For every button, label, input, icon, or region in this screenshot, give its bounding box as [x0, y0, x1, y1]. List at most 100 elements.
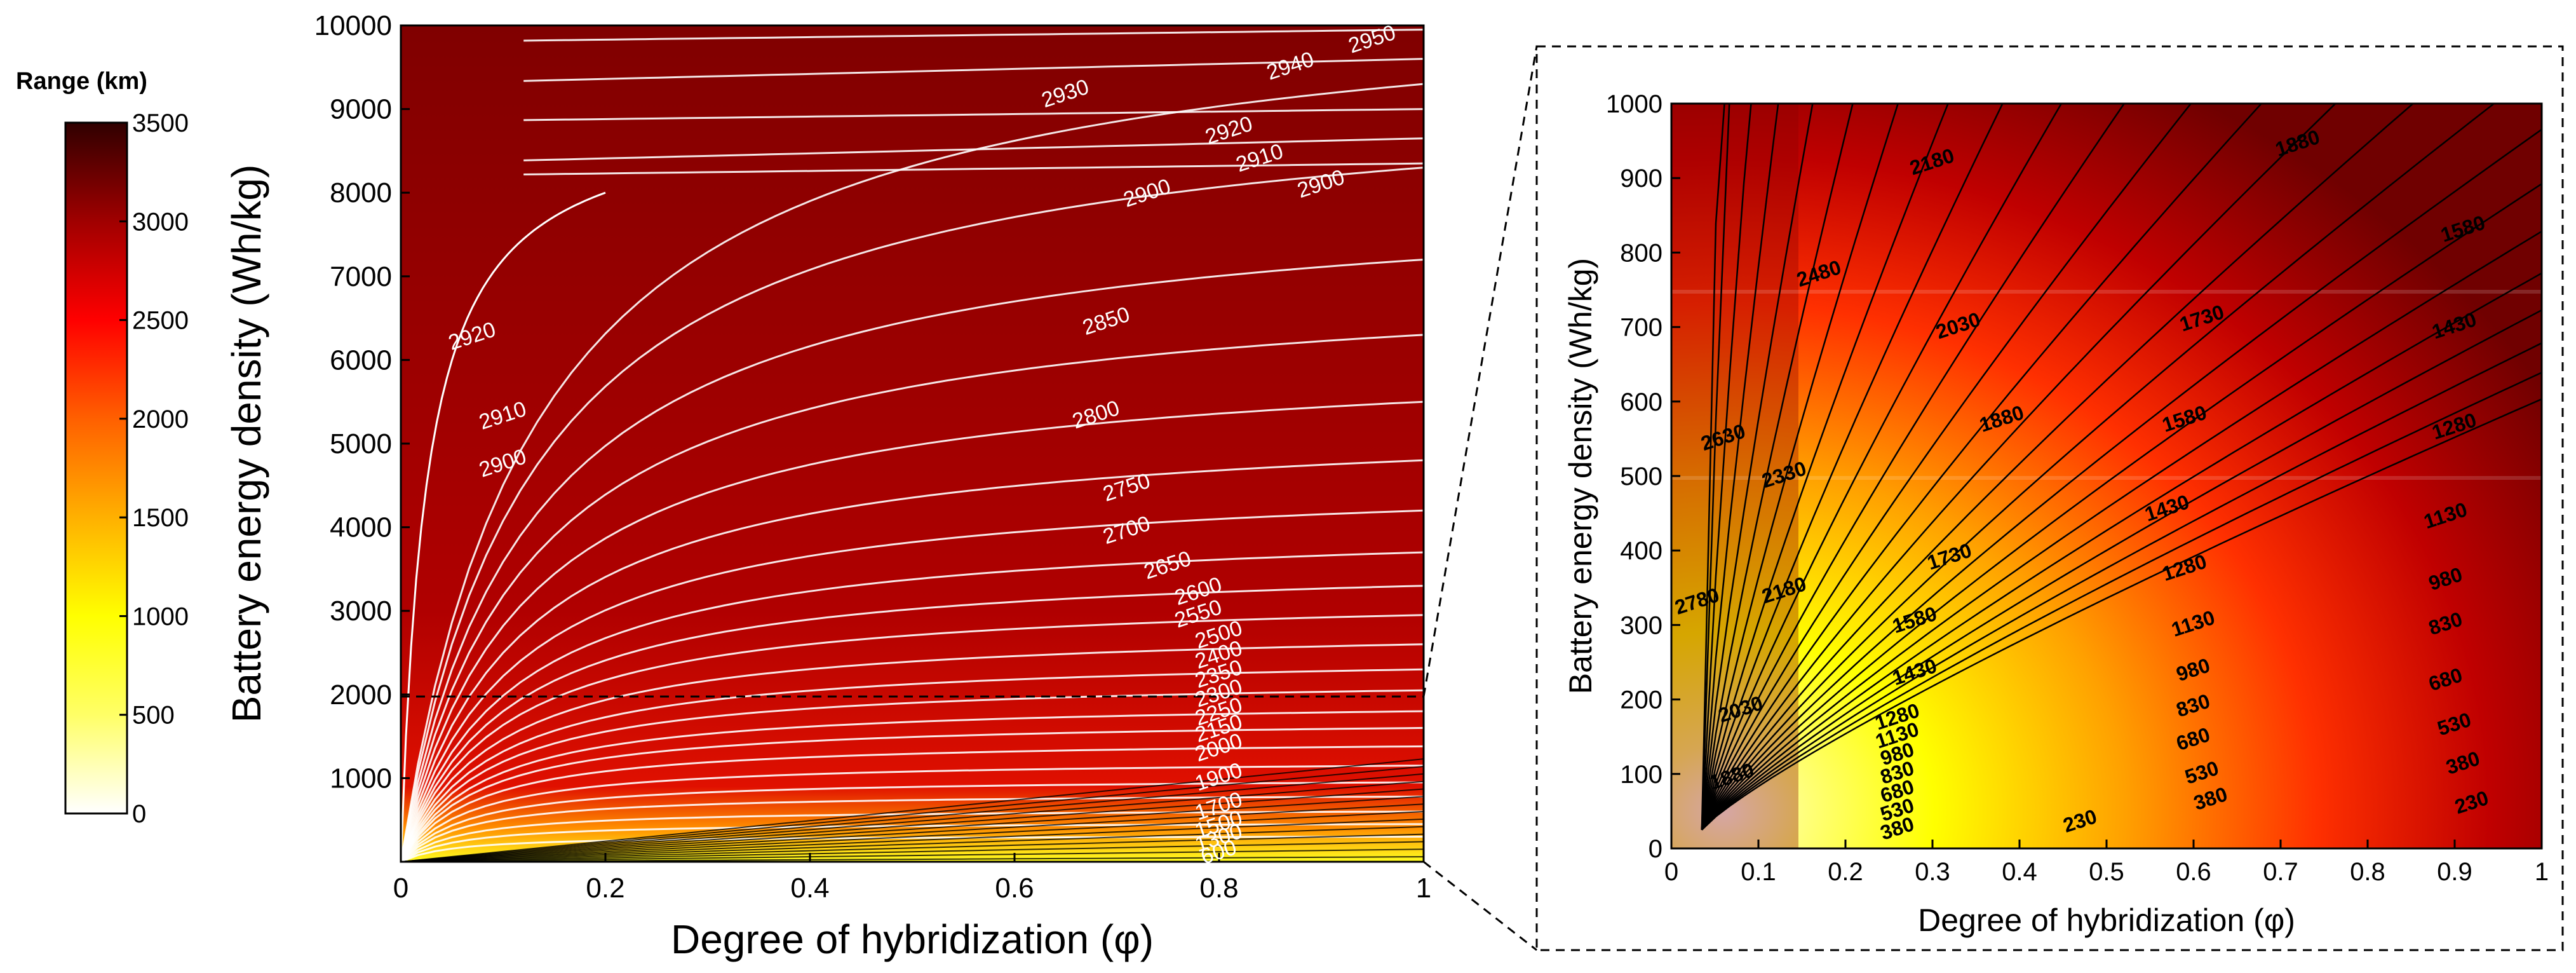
y-tick-label: 700 — [1620, 314, 1662, 342]
contour-line — [401, 788, 1424, 862]
x-tick-label: 0.9 — [2437, 858, 2472, 886]
y-tick-label: 800 — [1620, 239, 1662, 267]
contour-line — [401, 780, 1424, 862]
contour-line — [1701, 104, 1949, 830]
contour-line — [1701, 104, 2415, 831]
contour-line — [401, 167, 1424, 862]
contour-line — [1701, 104, 2063, 831]
zoom-region-marker — [400, 695, 1425, 863]
contour-line — [1701, 128, 2542, 831]
colorbar-title: Range (km) — [16, 68, 147, 95]
contour-line — [1701, 104, 1899, 830]
colorbar-ticks: 0 500 1000 1500 2000 2500 3000 3500 — [119, 109, 189, 828]
contour-line — [401, 773, 1424, 862]
y-tick-label: 10000 — [314, 10, 392, 41]
contour-line — [1701, 183, 2542, 831]
contour-line — [401, 400, 1424, 862]
contour-line — [523, 108, 1424, 121]
contour-line — [1701, 104, 2126, 831]
contour-line — [401, 689, 1424, 862]
contour-line — [401, 710, 1424, 862]
main-y-axis-label: Battery energy density (Wh/kg) — [224, 165, 269, 723]
contour-line — [401, 726, 1424, 862]
colorbar-gradient — [64, 121, 128, 815]
inset-axis-ticks: 0 0.1 0.2 0.3 0.4 0.5 0.6 0.7 0.8 0.9 1 0 100 200 300 4… — [1606, 90, 2549, 886]
x-tick-label: 0.4 — [790, 873, 829, 904]
y-tick-label: 100 — [1620, 761, 1662, 789]
main-x-axis-label: Degree of hybridization (φ) — [671, 916, 1154, 962]
contour-line — [1701, 309, 2542, 831]
contour-line — [1701, 104, 2495, 831]
colorbar-tick-label: 3000 — [132, 208, 189, 236]
y-tick-label: 300 — [1620, 611, 1662, 639]
inset-frame — [1535, 45, 2564, 951]
contour-line — [1701, 104, 2004, 831]
x-tick-label: 0.6 — [2176, 858, 2211, 886]
colorbar-tick-label: 500 — [132, 702, 175, 730]
contour-line — [1701, 272, 2542, 831]
contour-line — [401, 334, 1424, 862]
contour-line — [1701, 372, 2542, 831]
contour-line — [1701, 104, 2263, 831]
contour-line — [523, 162, 1424, 175]
x-tick-label: 1 — [2535, 858, 2549, 886]
colorbar-tick-label: 2500 — [132, 307, 189, 335]
contour-line — [401, 796, 1424, 862]
contour-line — [401, 509, 1424, 862]
contour-line — [401, 766, 1424, 862]
contour-line — [401, 818, 1424, 862]
main-contour-lines — [401, 29, 1424, 862]
contour-line — [401, 826, 1424, 862]
main-contour-plot: 0 0.2 0.4 0.6 0.8 1 1000 2000 3000 4000 5000 6000 70… — [224, 10, 1431, 962]
inset-plot-background — [1671, 104, 2542, 848]
contour-line — [401, 836, 1424, 862]
colorbar-tick-label: 3500 — [132, 109, 189, 137]
y-tick-label: 2000 — [330, 679, 392, 711]
x-tick-label: 0.1 — [1741, 858, 1776, 886]
y-tick-label: 4000 — [330, 512, 392, 543]
x-tick-label: 0 — [1664, 858, 1678, 886]
y-tick-label: 500 — [1620, 463, 1662, 491]
contour-line — [523, 58, 1424, 82]
contour-line — [401, 745, 1424, 862]
contour-line — [401, 551, 1424, 862]
y-tick-label: 8000 — [330, 177, 392, 208]
colorbar-tick-label: 1000 — [132, 602, 189, 630]
inset-y-axis-label: Battery energy density (Wh/kg) — [1563, 258, 1598, 694]
x-tick-label: 0.2 — [586, 873, 624, 904]
contour-line — [401, 191, 606, 862]
contour-line — [1701, 398, 2542, 831]
contour-line — [523, 29, 1424, 42]
inset-contour-plot: 0 0.1 0.2 0.3 0.4 0.5 0.6 0.7 0.8 0.9 1 0 100 200 300 4… — [1563, 90, 2549, 938]
contour-line — [401, 848, 1424, 862]
y-tick-label: 1000 — [330, 763, 392, 794]
y-tick-label: 7000 — [330, 261, 392, 292]
colorbar-tick-label: 1500 — [132, 504, 189, 532]
x-tick-label: 0.4 — [2002, 858, 2037, 886]
colorbar-tick-label: 2000 — [132, 405, 189, 433]
contour-line — [1701, 231, 2542, 831]
contour-line — [401, 765, 1424, 862]
contour-line — [401, 83, 1424, 862]
y-tick-label: 6000 — [330, 344, 392, 376]
x-tick-label: 1 — [1416, 873, 1431, 904]
colorbar: Range (km) 0 500 1000 1500 2000 2500 3000 3500 — [16, 68, 189, 828]
x-tick-label: 0.6 — [995, 873, 1034, 904]
y-tick-label: 9000 — [330, 94, 392, 125]
contour-line — [401, 811, 1424, 862]
contour-line — [401, 614, 1424, 862]
contour-line — [401, 841, 1424, 862]
x-tick-label: 0.8 — [2350, 858, 2385, 886]
contour-line — [1701, 104, 2192, 831]
contour-line — [1701, 104, 1854, 830]
contour-line — [401, 643, 1424, 862]
contour-line — [401, 803, 1424, 862]
contour-line — [523, 137, 1424, 161]
y-tick-label: 1000 — [1606, 90, 1662, 118]
contour-line — [1701, 342, 2542, 831]
x-tick-label: 0.5 — [2089, 858, 2124, 886]
y-tick-label: 900 — [1620, 165, 1662, 193]
contour-line — [1701, 104, 2337, 831]
y-tick-label: 200 — [1620, 686, 1662, 714]
